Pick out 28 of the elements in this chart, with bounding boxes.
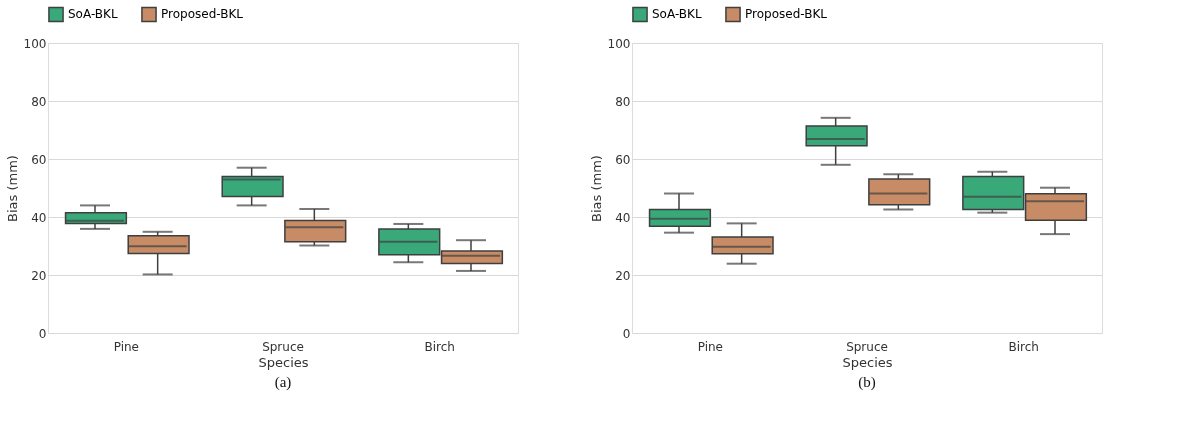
x-axis-title: Species	[842, 354, 893, 370]
y-tick-label: 80	[31, 94, 47, 109]
y-tick-label: 20	[31, 268, 47, 283]
y-tick-label: 80	[615, 94, 631, 109]
legend-label: Proposed-BKL	[161, 7, 244, 22]
x-tick-label: Pine	[697, 339, 723, 354]
y-tick-label: 60	[615, 152, 631, 167]
x-tick-label: Birch	[1008, 339, 1039, 354]
y-tick-label: 0	[622, 326, 631, 341]
x-tick-label: Pine	[113, 339, 139, 354]
y-tick-label: 20	[615, 268, 631, 283]
text: (a)	[274, 374, 292, 391]
x-tick-label: Birch	[424, 339, 455, 354]
legend-label: SoA-BKL	[68, 7, 118, 22]
text: (b)	[858, 374, 876, 391]
x-tick-label: Spruce	[262, 339, 304, 354]
y-axis-title: Bias (mm)	[588, 155, 604, 222]
y-axis-title: Bias (mm)	[4, 155, 20, 222]
y-tick-label: 100	[607, 36, 631, 51]
x-axis-title: Species	[258, 354, 309, 370]
y-tick-label: 0	[38, 326, 47, 341]
legend-label: Proposed-BKL	[745, 7, 828, 22]
y-tick-label: 60	[31, 152, 47, 167]
x-tick-label: Spruce	[846, 339, 888, 354]
y-tick-label: 40	[31, 210, 47, 225]
y-tick-label: 100	[23, 36, 47, 51]
legend-label: SoA-BKL	[652, 7, 702, 22]
y-tick-label: 40	[615, 210, 631, 225]
